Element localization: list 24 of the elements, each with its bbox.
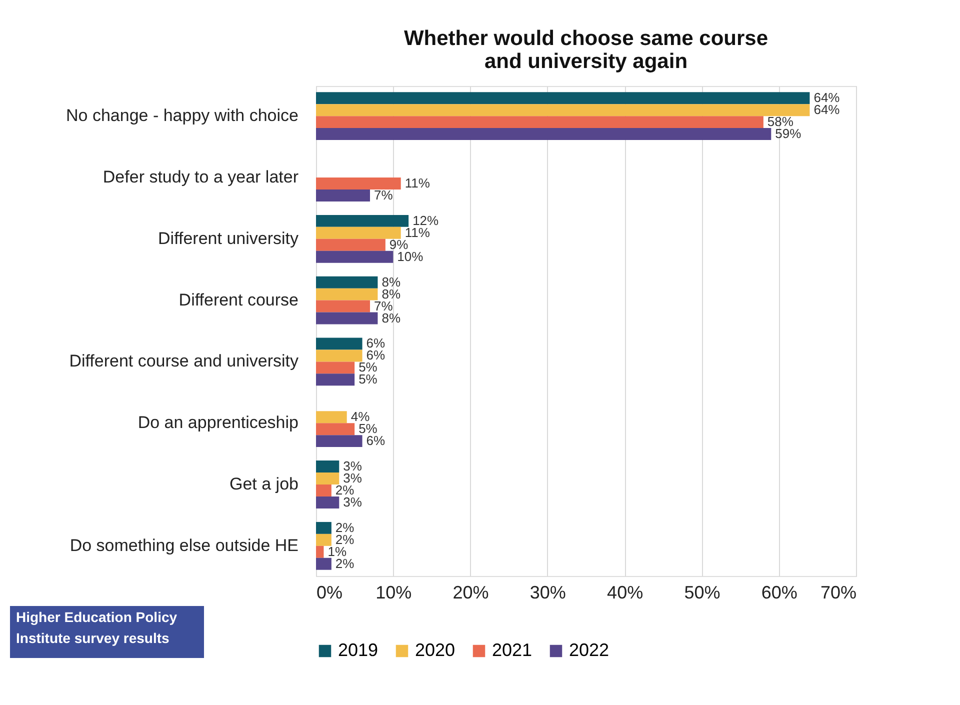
x-tick-label: 50% xyxy=(684,582,720,602)
data-label: 7% xyxy=(374,187,394,202)
chart-title: Whether would choose same course and university again xyxy=(404,27,768,73)
legend-label: 2020 xyxy=(415,640,456,660)
x-tick-label: 70% xyxy=(820,582,856,602)
legend-label: 2022 xyxy=(569,640,610,660)
x-tick-label: 20% xyxy=(452,582,489,602)
y-tick-label: Different course and university xyxy=(69,352,299,371)
y-tick-label: Defer study to a year later xyxy=(102,167,299,186)
y-tick-label: Get a job xyxy=(230,474,298,494)
y-tick-label: Different university xyxy=(158,228,299,248)
legend-label: 2019 xyxy=(338,640,378,660)
y-tick-label: Do something else outside HE xyxy=(70,536,298,555)
text: Higher Education Policy Institute survey results xyxy=(16,609,178,646)
data-label: 11% xyxy=(404,175,430,190)
x-tick-label: 60% xyxy=(761,582,798,602)
y-tick-label: No change - happy with choice xyxy=(66,106,298,126)
x-tick-label: 10% xyxy=(376,582,412,602)
y-tick-label: Different course xyxy=(178,290,298,310)
y-tick-label: Do an apprenticeship xyxy=(138,413,298,432)
x-tick-label: 0% xyxy=(316,582,343,602)
legend-label: 2021 xyxy=(492,640,532,660)
x-tick-label: 30% xyxy=(530,582,566,602)
x-tick-label: 40% xyxy=(607,582,644,602)
